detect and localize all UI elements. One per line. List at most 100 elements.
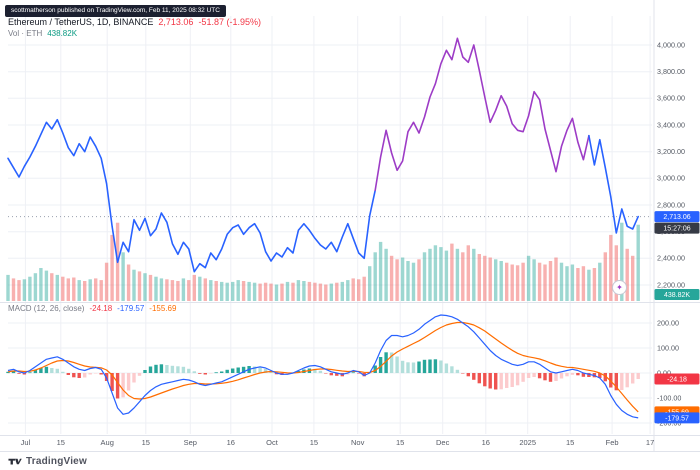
volume-bar: [313, 282, 317, 301]
price-line-segment[interactable]: [374, 37, 590, 192]
volume-bar: [384, 248, 388, 301]
axis-tick-label: 0.00: [657, 368, 671, 377]
macd-line-tag: -179.57: [654, 412, 700, 424]
macd-histogram-bar: [77, 373, 81, 378]
macd-histogram-bar: [548, 373, 553, 382]
volume-bar: [77, 280, 81, 301]
volume-bar: [165, 279, 169, 301]
volume-bar: [44, 270, 49, 301]
volume-bar: [609, 234, 613, 301]
volume-bar: [395, 259, 399, 301]
price-line-segment[interactable]: [588, 134, 640, 234]
macd-histogram-bar: [263, 369, 268, 373]
price-line-segment[interactable]: [7, 118, 377, 273]
volume-bar: [137, 271, 142, 301]
macd-histogram-bar: [214, 372, 218, 374]
volume-bar: [603, 252, 607, 301]
volume-bar: [241, 281, 246, 301]
macd-histogram[interactable]: [6, 352, 640, 399]
volume-bar: [570, 264, 575, 301]
volume-tag: 438.82K: [654, 289, 700, 300]
macd-histogram-bar: [28, 372, 32, 374]
volume-label[interactable]: Vol · ETH: [8, 29, 43, 38]
volume-bar: [499, 261, 503, 301]
volume-bar: [554, 257, 558, 301]
macd-histogram-bar: [488, 373, 492, 389]
macd-histogram-bar: [537, 373, 542, 379]
volume-bar: [357, 279, 361, 301]
volume-bar: [450, 243, 454, 301]
time-scale[interactable]: Jul 15 Aug 15 Sep 16 Oct 15 Nov 15 Dec 16 2025 15 Feb 1…: [21, 438, 655, 447]
volume-bar: [565, 266, 569, 301]
axis-tick-label: 3,000.00: [657, 174, 685, 183]
volume-bar: [532, 259, 536, 301]
volume-series[interactable]: [6, 222, 640, 301]
volume-bar: [203, 278, 207, 301]
macd-histogram-bar: [165, 365, 169, 373]
time-tick-label: 15: [396, 438, 404, 447]
main-legend: Ethereum / TetherUS, 1D, BINANCE 2,713.0…: [8, 17, 261, 41]
volume-bar: [587, 269, 591, 301]
macd-histogram-bar: [17, 373, 21, 374]
macd-histogram-bar: [532, 373, 536, 377]
volume-bar: [433, 245, 438, 301]
macd-title[interactable]: MACD (12, 26, close): [8, 304, 85, 313]
macd-histogram-bar: [477, 373, 481, 384]
macd-histogram-bar: [148, 366, 153, 373]
macd-histogram-bar: [11, 371, 16, 374]
symbol-title[interactable]: Ethereum / TetherUS, 1D, BINANCE: [8, 17, 154, 27]
macd-histogram-bar: [121, 373, 125, 398]
macd-histogram-bar: [170, 365, 175, 374]
macd-histogram-bar: [187, 368, 191, 374]
volume-bar: [143, 273, 147, 301]
volume-bar: [515, 265, 520, 301]
macd-histogram-bar: [455, 369, 460, 374]
publish-badge[interactable]: scottmatherson published on TradingView.…: [5, 5, 226, 17]
macd-histogram-bar: [324, 373, 328, 374]
volume-bar: [176, 281, 180, 301]
macd-histogram-bar: [559, 373, 564, 379]
volume-bar: [291, 282, 295, 301]
volume-bar: [39, 268, 43, 301]
price-line-series[interactable]: [7, 37, 640, 273]
volume-bar: [66, 278, 70, 301]
footer-bar: TradingView: [0, 451, 700, 470]
macd-histogram-bar: [439, 360, 443, 373]
macd-histogram-bar: [581, 373, 586, 377]
volume-bar: [510, 264, 514, 301]
macd-histogram-bar: [44, 366, 49, 374]
volume-bar: [483, 255, 487, 301]
macd-line[interactable]: [7, 314, 639, 419]
volume-bar: [466, 245, 470, 301]
macd-histogram-bar: [126, 373, 131, 391]
macd-signal-line[interactable]: [7, 321, 639, 413]
macd-histogram-bar: [384, 352, 388, 374]
macd-histogram-bar: [472, 373, 476, 380]
volume-bar: [247, 281, 251, 301]
volume-bar: [252, 282, 257, 301]
tradingview-wordmark[interactable]: TradingView: [26, 455, 87, 467]
volume-bar: [258, 283, 262, 301]
volume-bar: [636, 224, 640, 301]
volume-bar: [406, 261, 410, 301]
volume-bar: [99, 280, 103, 301]
volume-bar: [625, 248, 629, 301]
volume-bar: [61, 276, 65, 301]
price-scale[interactable]: 4,000.00 3,800.00 3,600.00 3,400.00 3,200.00…: [657, 40, 685, 427]
time-tick-label: 15: [57, 438, 65, 447]
last-price-value: 2,713.06: [158, 17, 194, 27]
macd-histogram-bar: [614, 373, 618, 391]
tradingview-logo-icon[interactable]: [8, 458, 22, 465]
volume-bar: [28, 276, 32, 301]
sparkle-icon[interactable]: [612, 280, 627, 295]
volume-bar: [302, 281, 306, 301]
macd-histogram-bar: [181, 366, 186, 374]
macd-histogram-bar: [241, 366, 246, 374]
volume-bar: [50, 273, 54, 301]
macd-histogram-bar: [61, 371, 65, 374]
macd-histogram-bar: [351, 372, 355, 374]
volume-bar: [543, 264, 547, 301]
volume-bar: [455, 248, 460, 301]
